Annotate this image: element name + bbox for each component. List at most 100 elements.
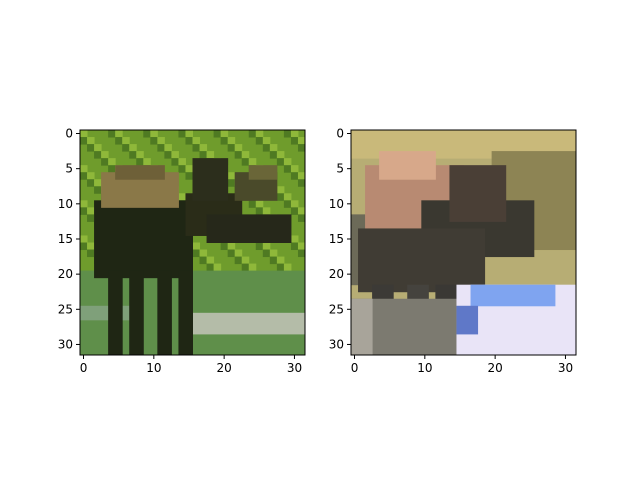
image-pixel-block	[220, 137, 229, 145]
y-tick-label: 15	[329, 232, 344, 246]
image-pixel-block	[290, 165, 299, 173]
image-pixel-block	[255, 200, 264, 208]
y-tick-label: 30	[329, 337, 344, 351]
image-pixel-block	[206, 263, 215, 272]
image-pixel-block	[227, 179, 236, 187]
image-pixel-block	[255, 207, 264, 215]
image-pixel-block	[115, 165, 165, 180]
image-pixel-block	[227, 137, 236, 145]
image-pixel-block	[358, 228, 486, 293]
image-pixel-block	[80, 137, 88, 145]
image-pixel-block	[241, 256, 250, 265]
reconstructed-moose-image	[351, 130, 576, 355]
image-pixel-block	[171, 158, 179, 166]
image-pixel-block	[150, 137, 158, 145]
image-pixel-block	[234, 249, 243, 258]
image-pixel-block	[269, 249, 278, 258]
image-pixel-block	[192, 144, 201, 152]
left-axes-frame	[79, 129, 306, 356]
x-tick-label: 0	[351, 361, 359, 375]
x-tick-label: 30	[558, 361, 573, 375]
image-pixel-block	[379, 151, 436, 180]
y-tick-label: 30	[58, 337, 73, 351]
image-pixel-block	[255, 137, 264, 145]
image-pixel-block	[255, 130, 264, 138]
image-pixel-block	[87, 249, 95, 258]
right-axis-ticks: 0 10 20 30 0 5 10 15 20 25 30	[329, 127, 573, 375]
image-pixel-block	[108, 130, 116, 138]
y-tick-label: 0	[65, 127, 73, 141]
image-pixel-block	[143, 130, 151, 138]
image-pixel-block	[262, 144, 271, 152]
y-tick-label: 10	[329, 197, 344, 211]
image-pixel-block	[213, 263, 222, 272]
image-pixel-block	[80, 172, 88, 180]
image-pixel-block	[248, 158, 257, 166]
image-pixel-block	[192, 137, 201, 145]
image-pixel-block	[241, 158, 250, 166]
image-pixel-block	[80, 235, 88, 243]
image-pixel-block	[255, 242, 264, 251]
image-pixel-block	[283, 193, 292, 201]
image-pixel-block	[206, 214, 292, 243]
image-pixel-block	[192, 158, 229, 201]
image-pixel-block	[164, 151, 172, 159]
x-tick-label: 10	[146, 361, 161, 375]
x-tick-label: 30	[287, 361, 302, 375]
image-pixel-block	[290, 235, 299, 243]
image-pixel-block	[297, 144, 305, 152]
image-pixel-block	[297, 172, 305, 180]
image-pixel-block	[80, 207, 88, 215]
image-pixel-block	[276, 158, 285, 166]
image-pixel-block	[101, 151, 109, 159]
image-pixel-block	[94, 151, 102, 159]
image-pixel-block	[262, 137, 271, 145]
image-pixel-block	[276, 263, 285, 272]
image-pixel-block	[164, 144, 172, 152]
image-pixel-block	[234, 144, 243, 152]
image-pixel-block	[171, 151, 179, 159]
image-pixel-block	[206, 151, 215, 159]
image-pixel-block	[157, 144, 165, 152]
image-pixel-block	[87, 179, 95, 187]
image-pixel-block	[87, 207, 95, 215]
right-image-panel: 0 10 20 30 0 5 10 15 20 25 30	[329, 127, 577, 375]
image-pixel-block	[262, 207, 271, 215]
image-pixel-block	[157, 270, 172, 355]
image-pixel-block	[87, 214, 95, 222]
image-pixel-block	[192, 242, 201, 251]
image-pixel-block	[129, 151, 137, 159]
image-pixel-block	[94, 179, 102, 187]
image-pixel-block	[269, 144, 278, 152]
image-pixel-block	[80, 165, 88, 173]
image-pixel-block	[206, 256, 215, 265]
y-tick-label: 5	[336, 162, 344, 176]
y-tick-label: 10	[58, 197, 73, 211]
image-pixel-block	[150, 130, 158, 138]
image-pixel-block	[178, 158, 186, 166]
image-pixel-block	[199, 144, 208, 152]
image-pixel-block	[290, 137, 299, 145]
image-pixel-block	[227, 242, 236, 251]
x-tick-label: 20	[488, 361, 503, 375]
image-pixel-block	[269, 151, 278, 159]
image-pixel-block	[192, 312, 305, 335]
image-pixel-block	[297, 179, 305, 187]
image-pixel-block	[178, 165, 186, 173]
image-pixel-block	[351, 298, 373, 355]
image-pixel-block	[80, 242, 88, 251]
image-pixel-block	[262, 242, 271, 251]
image-pixel-block	[199, 256, 208, 265]
image-pixel-block	[87, 172, 95, 180]
image-pixel-block	[122, 137, 130, 145]
image-pixel-block	[283, 200, 292, 208]
image-pixel-block	[248, 263, 257, 272]
left-image-panel: 0 10 20 30 0 5 10 15 20 25 30	[58, 127, 306, 375]
image-pixel-block	[213, 130, 222, 138]
image-pixel-block	[290, 200, 299, 208]
left-axis-ticks: 0 10 20 30 0 5 10 15 20 25 30	[58, 127, 302, 375]
image-pixel-block	[262, 249, 271, 258]
image-pixel-block	[297, 207, 305, 215]
image-pixel-block	[136, 158, 144, 166]
